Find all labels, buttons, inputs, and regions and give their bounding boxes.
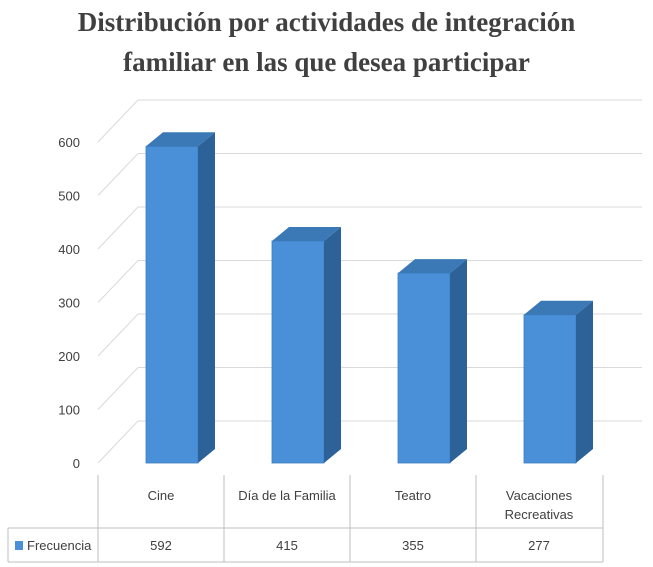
y-tick-label: 500 bbox=[58, 189, 80, 204]
bar-1 bbox=[145, 132, 215, 464]
series-name: Frecuencia bbox=[27, 538, 92, 553]
bar-side bbox=[450, 259, 467, 463]
y-tick-label: 600 bbox=[58, 135, 80, 150]
y-tick-label: 200 bbox=[58, 349, 80, 364]
category-label: Recreativas bbox=[505, 507, 574, 522]
bar-side bbox=[324, 226, 341, 463]
bar-front bbox=[145, 145, 199, 464]
chart-title-line-2: familiar en las que desea participar bbox=[123, 47, 530, 77]
gridline-side bbox=[97, 153, 139, 196]
data-table: Cine Día de la Familia Teatro Vacaciones Rec… bbox=[7, 475, 604, 563]
data-value-label: 592 bbox=[150, 538, 172, 553]
data-value-label: 355 bbox=[402, 538, 424, 553]
bar-side bbox=[198, 132, 215, 463]
category-label: Cine bbox=[148, 488, 175, 503]
category-label: Día de la Familia bbox=[238, 488, 336, 503]
gridline-side bbox=[97, 99, 139, 143]
data-value-label: 277 bbox=[528, 538, 550, 553]
y-tick-label: 400 bbox=[58, 242, 80, 257]
gridline-side bbox=[97, 420, 139, 464]
gridline-side bbox=[97, 313, 139, 357]
gridline-side bbox=[97, 367, 139, 410]
y-axis-ticks: 0 100 200 300 400 500 600 bbox=[58, 135, 80, 471]
bar-top bbox=[398, 259, 467, 274]
chart-title: Distribución por actividades de integrac… bbox=[0, 2, 653, 82]
gridline-side bbox=[97, 206, 139, 250]
bar-front bbox=[271, 240, 325, 464]
y-tick-label: 300 bbox=[58, 296, 80, 311]
gridline-side bbox=[97, 260, 139, 303]
bar-4 bbox=[523, 300, 593, 464]
bar-side bbox=[576, 300, 593, 463]
bars bbox=[145, 132, 593, 464]
data-value-label: 415 bbox=[276, 538, 298, 553]
y-tick-label: 100 bbox=[58, 403, 80, 418]
bar-top bbox=[272, 226, 341, 241]
bar-front bbox=[397, 272, 451, 464]
y-tick-label: 0 bbox=[73, 456, 80, 471]
bar-top bbox=[146, 132, 215, 147]
bar-3 bbox=[397, 259, 467, 464]
category-label: Vacaciones bbox=[506, 488, 573, 503]
legend-swatch bbox=[15, 541, 23, 550]
chart-title-line-1: Distribución por actividades de integrac… bbox=[77, 7, 576, 37]
bar-2 bbox=[271, 226, 341, 464]
bar-front bbox=[523, 314, 577, 464]
category-label: Teatro bbox=[395, 488, 431, 503]
bar-top bbox=[524, 300, 593, 315]
